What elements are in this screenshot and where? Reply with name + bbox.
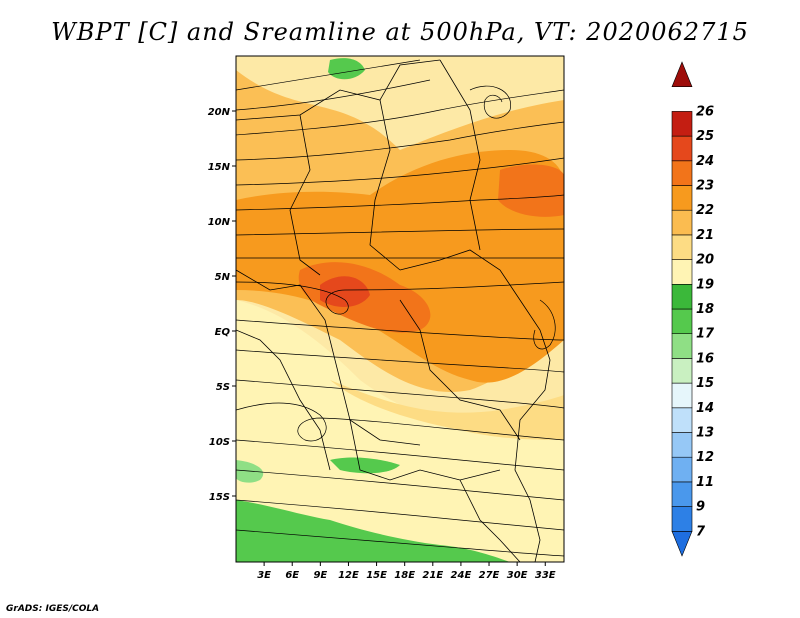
wbpt-band-18-north (328, 58, 365, 80)
colorbar-label: 7 (696, 524, 706, 539)
lon-tick-label: 12E (338, 570, 359, 581)
colorbar-swatch (671, 432, 693, 458)
colorbar-label: 11 (696, 475, 714, 490)
colorbar-label: 16 (696, 351, 714, 366)
colorbar-swatch (671, 407, 693, 433)
lon-tick-label: 3E (257, 570, 271, 581)
lon-tick-label: 33E (535, 570, 556, 581)
colorbar-arrow-low (671, 531, 693, 557)
wbpt-band-20 (330, 380, 564, 440)
lat-tick-label: 10N (208, 217, 231, 228)
colorbar-label: 21 (696, 228, 714, 243)
lon-tick-label: 27E (479, 570, 500, 581)
colorbar-swatch (671, 308, 693, 335)
streamlines (236, 59, 564, 557)
lat-tick-label: 15N (208, 162, 231, 173)
lon-tick-label: 21E (422, 570, 443, 581)
colorbar-label: 17 (696, 327, 715, 342)
colorbar-swatch (671, 259, 693, 285)
colorbar-label: 23 (696, 179, 714, 194)
lon-tick-label: 9E (313, 570, 327, 581)
grads-credit: GrADS: IGES/COLA (6, 604, 100, 614)
colorbar-swatch (671, 160, 693, 186)
colorbar-arrow-high (671, 61, 693, 87)
colorbar-swatch (671, 333, 693, 359)
wbpt-band-19 (236, 300, 564, 562)
lat-tick-label: 5N (215, 272, 231, 283)
colorbar-label: 26 (696, 104, 714, 119)
lon-tick-label: 18E (394, 570, 415, 581)
colorbar: 7 9 11 12 13 14 15 16 17 18 19 20 21 22 23 24 25 26 (671, 61, 715, 557)
colorbar-label: 24 (696, 154, 714, 169)
borders (236, 59, 551, 562)
colorbar-label: 22 (696, 203, 714, 218)
wbpt-band-22 (236, 150, 564, 383)
map-frame (235, 55, 565, 563)
colorbar-label: 15 (696, 376, 714, 391)
colorbar-swatch (671, 111, 693, 137)
colorbar-swatch (671, 135, 693, 162)
map-field (236, 56, 564, 562)
wbpt-band-23b (498, 164, 564, 217)
map-title: WBPT [C] and Sreamline at 500hPa, VT: 20… (51, 18, 749, 46)
colorbar-label: 13 (696, 426, 714, 441)
colorbar-label: 20 (696, 253, 714, 268)
colorbar-label: 14 (696, 401, 714, 416)
lat-tick-label: 15S (209, 492, 230, 503)
lon-tick-label: 24E (451, 570, 472, 581)
colorbar-label: 25 (696, 129, 714, 144)
lat-tick-label: 5S (216, 382, 230, 393)
colorbar-swatch (671, 185, 693, 211)
colorbar-swatch (671, 456, 693, 483)
wbpt-band-18-east-patch (330, 457, 400, 474)
colorbar-swatch (671, 382, 693, 409)
colorbar-label: 19 (696, 277, 714, 292)
colorbar-label: 12 (696, 450, 714, 465)
colorbar-swatch (671, 506, 693, 532)
lat-tick-label: EQ (215, 327, 231, 338)
colorbar-swatch (671, 234, 693, 260)
lon-tick-label: 30E (507, 570, 528, 581)
colorbar-swatch (671, 283, 693, 310)
colorbar-label: 18 (696, 302, 714, 317)
wbpt-band-24 (320, 276, 370, 307)
colorbar-swatch (671, 481, 693, 507)
lon-axis: 3E 6E 9E 12E 15E 18E 21E 24E 27E 30E 33E (257, 562, 556, 581)
colorbar-swatch (671, 209, 693, 236)
colorbar-swatch (671, 358, 693, 384)
lat-axis: 20N 15N 10N 5N EQ 5S 10S 15S (208, 107, 236, 503)
lon-tick-label: 6E (285, 570, 299, 581)
lon-tick-label: 15E (366, 570, 387, 581)
lat-tick-label: 20N (208, 107, 231, 118)
colorbar-label: 9 (696, 500, 705, 515)
lat-tick-label: 10S (209, 437, 230, 448)
